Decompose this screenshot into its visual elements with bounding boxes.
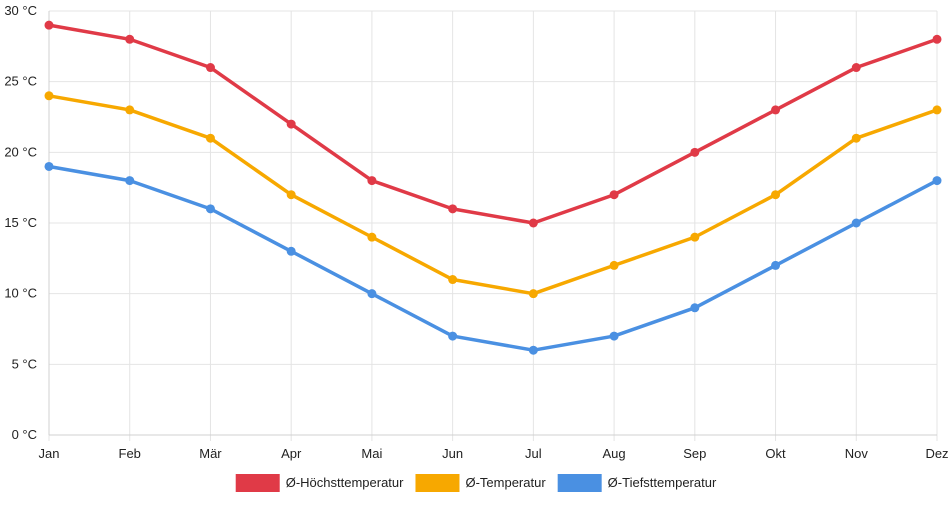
data-point[interactable]: [528, 345, 538, 355]
legend[interactable]: Ø-Höchsttemperatur Ø-Temperatur Ø-Tiefstte…: [235, 474, 717, 492]
data-point[interactable]: [44, 161, 54, 171]
x-tick-label: Dez: [925, 446, 948, 461]
y-tick-label: 5 °C: [12, 356, 37, 371]
data-point[interactable]: [286, 190, 296, 200]
data-point[interactable]: [528, 289, 538, 299]
data-point[interactable]: [448, 275, 458, 285]
grid-layer: [48, 10, 938, 441]
data-point[interactable]: [609, 260, 619, 270]
data-point[interactable]: [690, 147, 700, 157]
data-point[interactable]: [851, 63, 861, 73]
data-point[interactable]: [448, 204, 458, 214]
x-tick-label: Mai: [361, 446, 382, 461]
y-tick-label: 10 °C: [4, 286, 37, 301]
legend-label[interactable]: Ø-Tiefsttemperatur: [608, 475, 717, 490]
series-line: [47, 94, 939, 296]
data-point[interactable]: [125, 176, 135, 186]
data-point[interactable]: [205, 63, 215, 73]
x-tick-label: Feb: [119, 446, 141, 461]
series-line: [47, 164, 939, 352]
data-point[interactable]: [367, 176, 377, 186]
legend-swatch[interactable]: [235, 474, 280, 492]
y-tick-label: 0 °C: [12, 427, 37, 442]
data-point[interactable]: [609, 190, 619, 200]
data-point[interactable]: [44, 20, 54, 30]
legend-swatch[interactable]: [557, 474, 602, 492]
data-point[interactable]: [771, 260, 781, 270]
data-point[interactable]: [851, 133, 861, 143]
data-point[interactable]: [690, 232, 700, 242]
x-tick-label: Apr: [281, 446, 302, 461]
legend-label[interactable]: Ø-Temperatur: [465, 475, 546, 490]
x-tick-label: Aug: [603, 446, 626, 461]
data-point[interactable]: [528, 218, 538, 228]
data-point[interactable]: [932, 105, 942, 115]
data-point[interactable]: [851, 218, 861, 228]
data-point[interactable]: [932, 176, 942, 186]
x-tick-label: Nov: [845, 446, 869, 461]
data-point[interactable]: [771, 105, 781, 115]
legend-swatch[interactable]: [415, 474, 460, 492]
x-tick-label: Sep: [683, 446, 706, 461]
data-point[interactable]: [367, 232, 377, 242]
x-tick-label: Mär: [199, 446, 222, 461]
y-tick-label: 30 °C: [4, 3, 37, 18]
x-tick-label: Jul: [525, 446, 542, 461]
data-point[interactable]: [286, 246, 296, 256]
x-tick-label: Jun: [442, 446, 463, 461]
data-point[interactable]: [771, 190, 781, 200]
x-tick-label: Jan: [39, 446, 60, 461]
y-tick-label: 15 °C: [4, 215, 37, 230]
data-point[interactable]: [125, 105, 135, 115]
y-tick-label: 20 °C: [4, 144, 37, 159]
data-point[interactable]: [448, 331, 458, 341]
axis-layer: 0 °C 5 °C 10 °C 15 °C 20 °C 25 °C 30 °C Jan Feb M…: [4, 3, 948, 461]
y-tick-label: 25 °C: [4, 74, 37, 89]
data-point[interactable]: [609, 331, 619, 341]
series-line: [47, 23, 939, 225]
data-point[interactable]: [205, 133, 215, 143]
data-point[interactable]: [125, 34, 135, 44]
data-point[interactable]: [690, 303, 700, 313]
legend-label[interactable]: Ø-Höchsttemperatur: [286, 475, 404, 490]
x-tick-label: Okt: [765, 446, 786, 461]
data-point[interactable]: [44, 91, 54, 101]
data-point[interactable]: [367, 289, 377, 299]
data-point[interactable]: [932, 34, 942, 44]
data-point[interactable]: [286, 119, 296, 129]
data-point[interactable]: [205, 204, 215, 214]
series-layer: [44, 20, 942, 355]
